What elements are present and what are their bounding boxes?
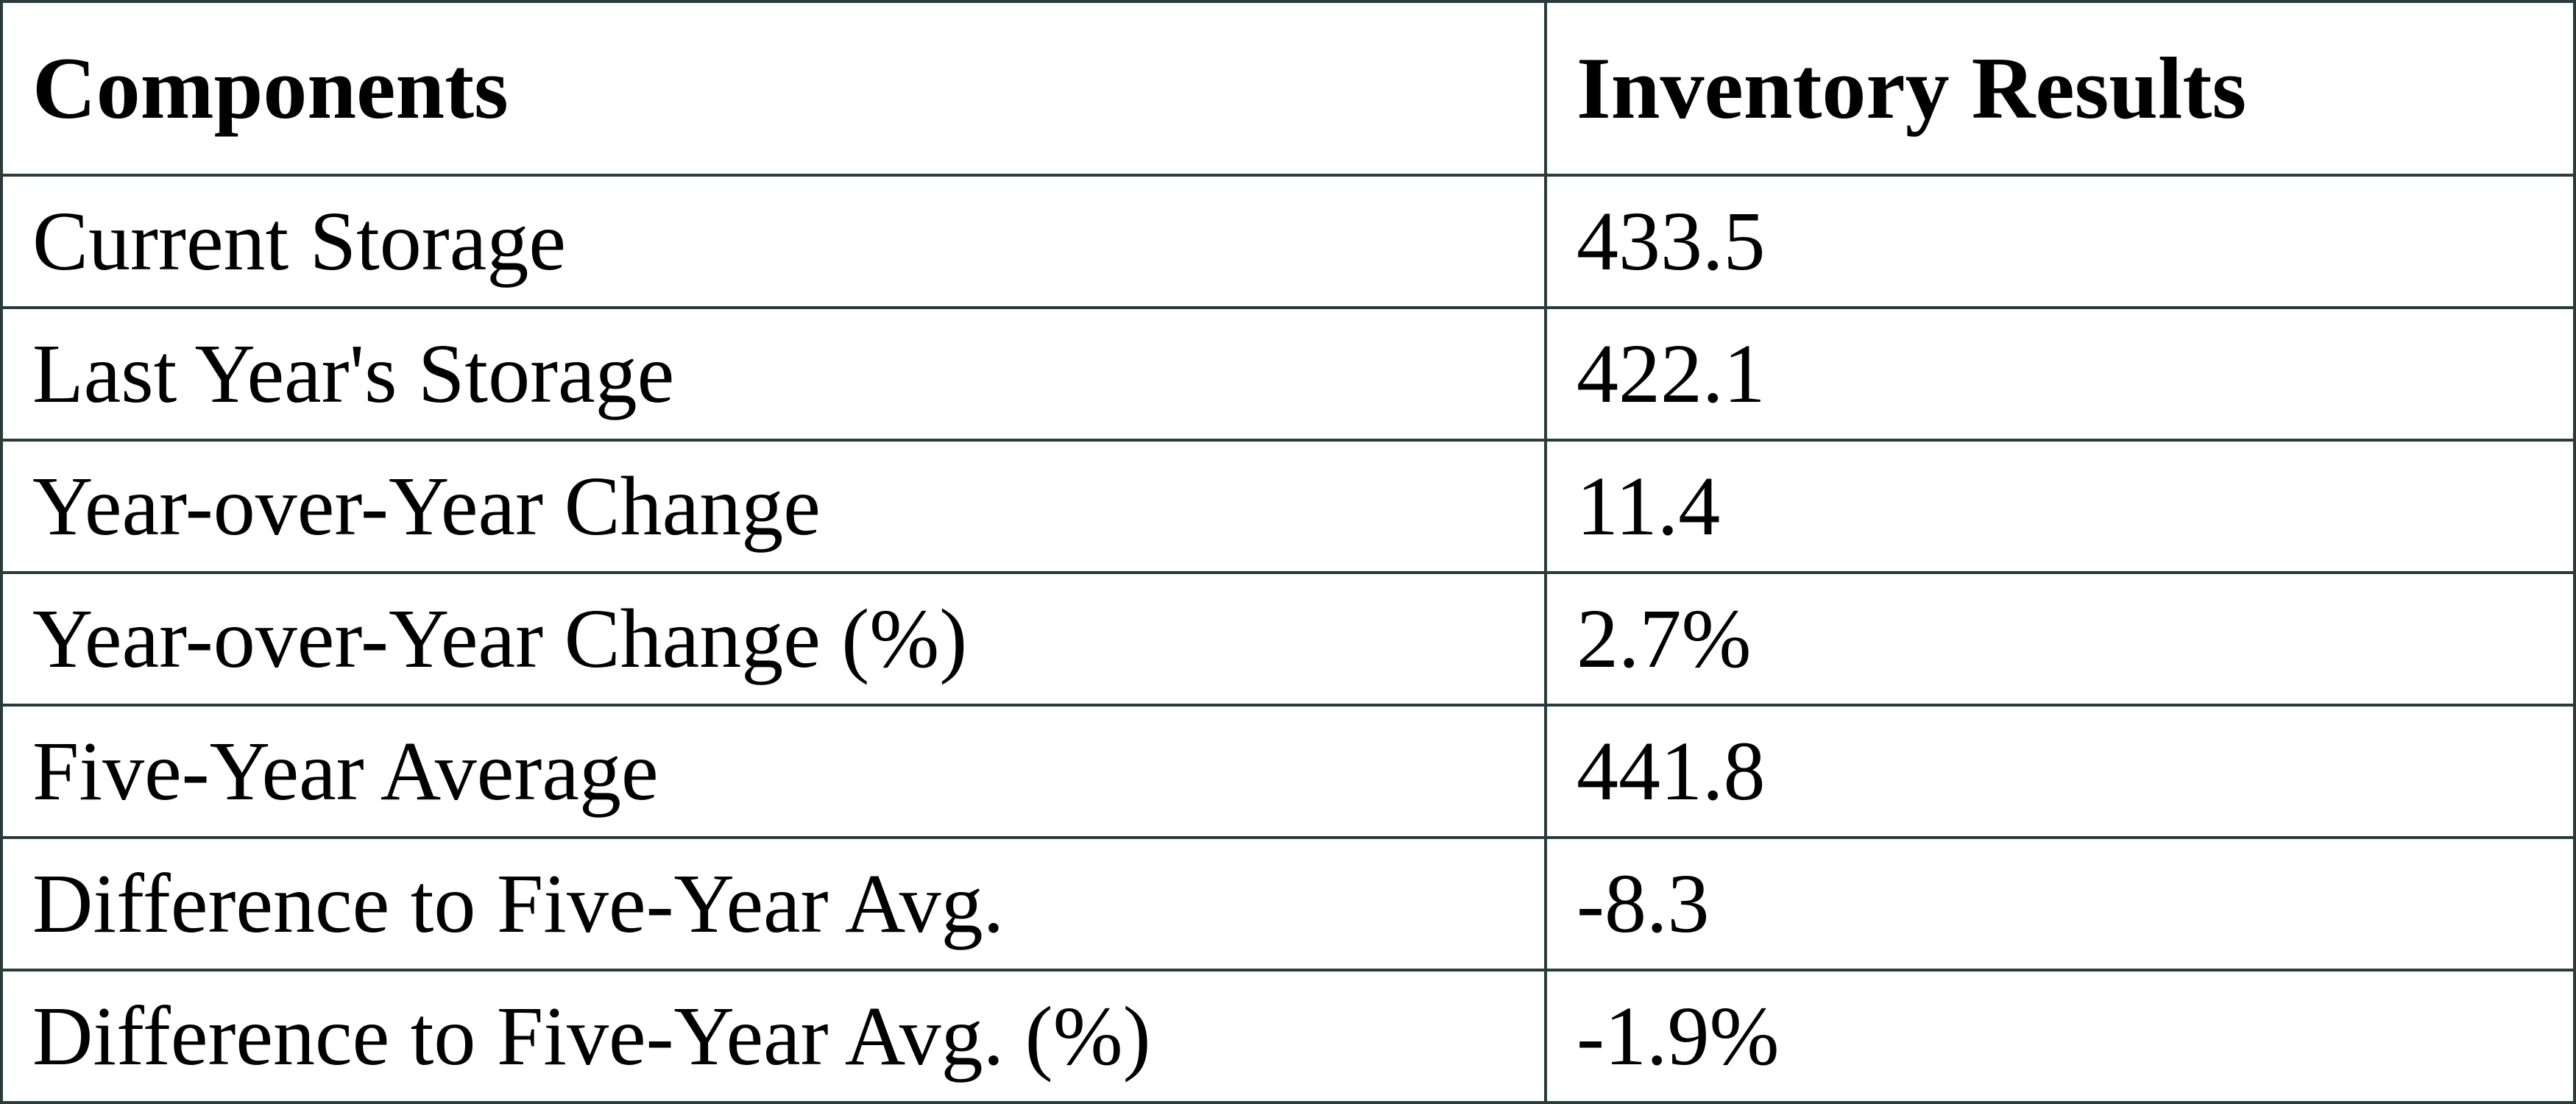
header-cell: Inventory Results [1544, 0, 2576, 177]
result-cell: 11.4 [1544, 439, 2576, 574]
component-cell: Difference to Five-Year Avg. (%) [0, 969, 1547, 1104]
component-cell: Current Storage [0, 174, 1547, 309]
result-cell: 433.5 [1544, 174, 2576, 309]
result-cell: -1.9% [1544, 969, 2576, 1104]
table-row: Year-over-Year Change 11.4 [0, 439, 2576, 574]
header-cell: Components [0, 0, 1547, 177]
header-row: Components Inventory Results [0, 0, 2576, 177]
component-cell: Year-over-Year Change [0, 439, 1547, 574]
result-cell: 422.1 [1544, 306, 2576, 442]
table-row: Difference to Five-Year Avg. (%) -1.9% [0, 969, 2576, 1104]
table-row: Year-over-Year Change (%) 2.7% [0, 571, 2576, 707]
result-cell: 2.7% [1544, 571, 2576, 707]
component-cell: Difference to Five-Year Avg. [0, 836, 1547, 972]
component-cell: Five-Year Average [0, 704, 1547, 839]
table-row: Last Year's Storage 422.1 [0, 306, 2576, 442]
table-row: Difference to Five-Year Avg. -8.3 [0, 836, 2576, 972]
result-cell: -8.3 [1544, 836, 2576, 972]
table-row: Current Storage 433.5 [0, 174, 2576, 309]
component-cell: Year-over-Year Change (%) [0, 571, 1547, 707]
result-cell: 441.8 [1544, 704, 2576, 839]
table-row: Five-Year Average 441.8 [0, 704, 2576, 839]
component-cell: Last Year's Storage [0, 306, 1547, 442]
